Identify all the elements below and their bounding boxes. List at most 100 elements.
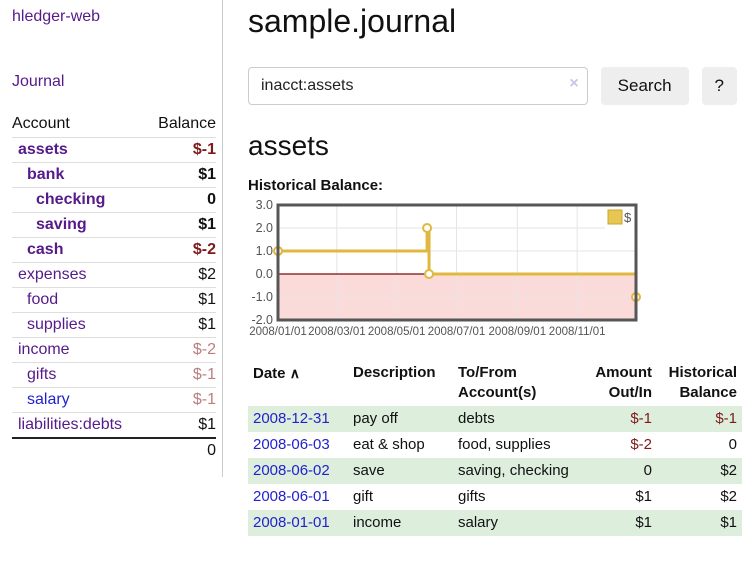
- transaction-accounts: salary: [458, 514, 499, 531]
- transaction-balance: $2: [720, 488, 737, 505]
- clear-search-icon[interactable]: ×: [569, 75, 579, 92]
- account-link[interactable]: food: [27, 291, 59, 308]
- svg-text:2008/09/01: 2008/09/01: [489, 326, 547, 338]
- account-link[interactable]: income: [18, 341, 70, 358]
- account-row: gifts $-1: [12, 362, 216, 388]
- transaction-description: pay off: [353, 410, 398, 427]
- sidebar: hledger-web Journal Account Balance asse…: [0, 0, 223, 477]
- register-header-balance: Historical Balance: [668, 364, 737, 401]
- account-balance: $1: [198, 416, 216, 433]
- chart-legend: $: [605, 207, 634, 229]
- account-balance: $-1: [192, 391, 216, 408]
- register-header-row: Date ∧ Description To/From Account(s) Am…: [248, 360, 742, 406]
- account-balance: $1: [198, 316, 216, 333]
- accounts-header-row: Account Balance: [12, 112, 216, 138]
- accounts-total-row: 0: [12, 438, 216, 463]
- transaction-accounts: saving, checking: [458, 462, 569, 479]
- account-row: assets $-1: [12, 137, 216, 163]
- transaction-balance: $-1: [715, 410, 737, 427]
- accounts-total-value: 0: [207, 442, 216, 459]
- register-row: 2008-06-01 gift gifts $1 $2: [248, 484, 742, 510]
- transaction-accounts: gifts: [458, 488, 486, 505]
- transaction-amount: $1: [635, 514, 652, 531]
- page-title: sample.journal: [248, 3, 457, 39]
- transaction-balance: $2: [720, 462, 737, 479]
- account-row: income $-2: [12, 337, 216, 363]
- svg-text:2008/07/01: 2008/07/01: [428, 326, 486, 338]
- account-link[interactable]: supplies: [27, 316, 86, 333]
- svg-text:2.0: 2.0: [256, 221, 273, 235]
- transaction-date-link[interactable]: 2008-06-02: [253, 462, 330, 479]
- transaction-date-link[interactable]: 2008-01-01: [253, 514, 330, 531]
- account-row: supplies $1: [12, 312, 216, 338]
- account-link[interactable]: saving: [36, 216, 87, 233]
- account-link[interactable]: assets: [18, 141, 68, 158]
- sort-ascending-icon: ∧: [289, 365, 300, 381]
- account-row: expenses $2: [12, 262, 216, 288]
- account-row: checking 0: [12, 187, 216, 213]
- account-link[interactable]: salary: [27, 391, 70, 408]
- transaction-balance: $1: [720, 514, 737, 531]
- account-balance: $1: [198, 291, 216, 308]
- transaction-date-link[interactable]: 2008-06-01: [253, 488, 330, 505]
- account-balance: $-1: [192, 141, 216, 158]
- transaction-date-link[interactable]: 2008-06-03: [253, 436, 330, 453]
- account-balance: 0: [207, 191, 216, 208]
- register-header-amount: Amount Out/In: [595, 364, 652, 401]
- svg-text:2008/11/01: 2008/11/01: [549, 326, 606, 338]
- transaction-description: eat & shop: [353, 436, 425, 453]
- account-link[interactable]: liabilities:debts: [18, 416, 123, 433]
- transaction-description: save: [353, 462, 385, 479]
- help-button[interactable]: ?: [701, 67, 737, 105]
- account-row: liabilities:debts $1: [12, 412, 216, 439]
- transaction-amount: $1: [635, 488, 652, 505]
- register-row: 2008-06-02 save saving, checking 0 $2: [248, 458, 742, 484]
- brand-link[interactable]: hledger-web: [12, 8, 101, 25]
- svg-text:-2.0: -2.0: [251, 313, 273, 327]
- account-row: salary $-1: [12, 387, 216, 413]
- account-balance: $2: [198, 266, 216, 283]
- account-link[interactable]: gifts: [27, 366, 57, 383]
- transaction-description: income: [353, 514, 402, 531]
- svg-text:3.0: 3.0: [256, 198, 273, 212]
- chart-title: Historical Balance:: [248, 177, 384, 194]
- search-input[interactable]: [248, 67, 588, 105]
- account-link[interactable]: expenses: [18, 266, 87, 283]
- account-link[interactable]: bank: [27, 166, 65, 183]
- transaction-date-link[interactable]: 2008-12-31: [253, 410, 330, 427]
- transaction-amount: 0: [643, 462, 652, 479]
- svg-text:2008/03/01: 2008/03/01: [308, 326, 366, 338]
- svg-text:2008/05/01: 2008/05/01: [368, 326, 426, 338]
- svg-text:0.0: 0.0: [256, 267, 273, 281]
- account-row: food $1: [12, 287, 216, 313]
- account-row: saving $1: [12, 212, 216, 238]
- svg-text:1.0: 1.0: [256, 244, 273, 258]
- register-header-description: Description: [353, 364, 436, 381]
- historical-balance-chart[interactable]: $3.0 2.0 1.0 0.0 -1.0 -2.0 2008/01/01 2008/03/0…: [248, 198, 737, 349]
- accounts-header-account: Account: [12, 115, 70, 132]
- account-balance: $-2: [192, 341, 216, 358]
- sidebar-item-journal[interactable]: Journal: [12, 73, 65, 90]
- account-row: cash $-2: [12, 237, 216, 263]
- register-header-accounts: To/From Account(s): [458, 364, 537, 401]
- register-row: 2008-06-03 eat & shop food, supplies $-2 0: [248, 432, 742, 458]
- search-button[interactable]: Search: [600, 67, 689, 105]
- account-balance: $1: [198, 166, 216, 183]
- accounts-table: Account Balance assets $-1 bank $1 checking 0…: [12, 112, 216, 463]
- account-balance: $-1: [192, 366, 216, 383]
- main-content: sample.journal × Search ? assets Histori…: [223, 0, 742, 536]
- account-heading: assets: [248, 130, 329, 161]
- transaction-amount: $-1: [630, 410, 652, 427]
- register-header-date[interactable]: Date ∧: [253, 365, 300, 382]
- transaction-balance: 0: [728, 436, 737, 453]
- register-row: 2008-12-31 pay off debts $-1 $-1: [248, 406, 742, 432]
- account-row: bank $1: [12, 162, 216, 188]
- search-form: × Search ?: [248, 67, 737, 105]
- register-row: 2008-01-01 income salary $1 $1: [248, 510, 742, 536]
- account-link[interactable]: checking: [36, 191, 106, 208]
- account-link[interactable]: cash: [27, 241, 64, 258]
- register-table: Date ∧ Description To/From Account(s) Am…: [248, 360, 742, 536]
- transaction-accounts: debts: [458, 410, 495, 427]
- svg-text:2008/01/01: 2008/01/01: [249, 326, 307, 338]
